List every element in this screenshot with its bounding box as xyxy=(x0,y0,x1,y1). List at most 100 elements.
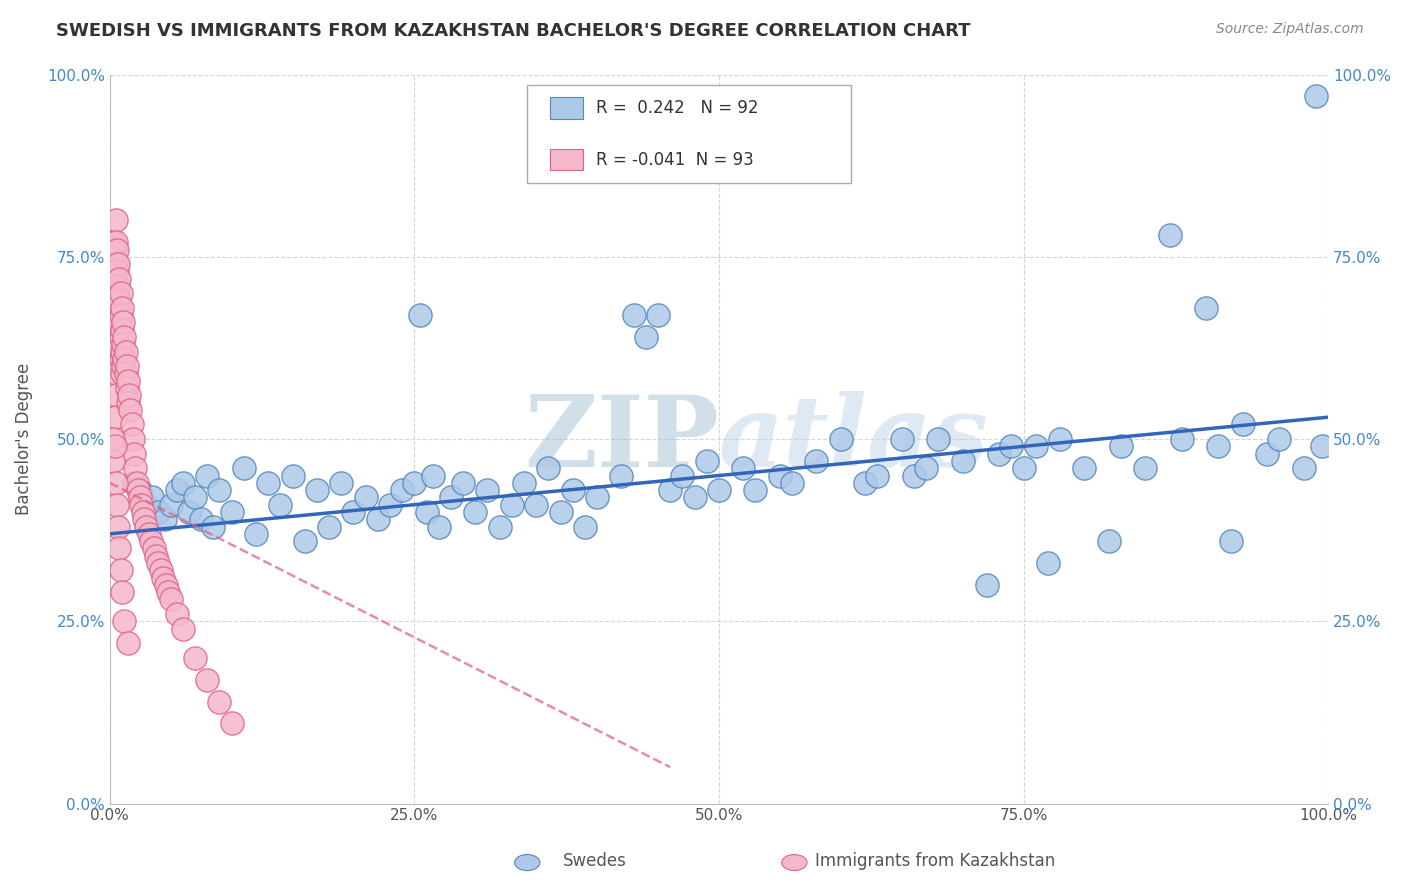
Point xyxy=(112,615,135,629)
Point xyxy=(524,498,547,512)
Point xyxy=(988,447,1011,461)
Point xyxy=(257,475,280,490)
Point xyxy=(166,607,188,621)
Point xyxy=(1159,227,1181,242)
Point xyxy=(110,351,132,366)
Point xyxy=(550,505,572,519)
Point xyxy=(108,337,131,351)
Point xyxy=(159,592,181,607)
Point xyxy=(112,337,135,351)
Point xyxy=(131,505,153,519)
Point xyxy=(148,505,170,519)
Point xyxy=(172,622,194,636)
Point xyxy=(1292,461,1315,475)
Point xyxy=(104,439,127,453)
Point xyxy=(141,491,163,505)
Point xyxy=(586,491,609,505)
Point xyxy=(112,351,135,366)
Point xyxy=(451,475,474,490)
Text: SWEDISH VS IMMIGRANTS FROM KAZAKHSTAN BACHELOR'S DEGREE CORRELATION CHART: SWEDISH VS IMMIGRANTS FROM KAZAKHSTAN BA… xyxy=(56,22,970,40)
Point xyxy=(107,301,129,315)
Point xyxy=(124,461,146,475)
Point xyxy=(330,475,353,490)
Point xyxy=(354,491,377,505)
Point xyxy=(141,534,163,549)
Point xyxy=(1012,461,1035,475)
Point xyxy=(107,257,129,271)
Point xyxy=(696,454,718,468)
Point xyxy=(114,344,136,359)
Point xyxy=(342,505,364,519)
Point xyxy=(1036,556,1059,570)
Point xyxy=(378,498,401,512)
Point xyxy=(121,417,143,432)
Point xyxy=(111,344,134,359)
Point xyxy=(104,323,127,337)
Point xyxy=(125,475,148,490)
Point xyxy=(221,716,243,731)
Point xyxy=(110,563,132,577)
Point xyxy=(659,483,682,497)
Point xyxy=(117,374,139,388)
Point xyxy=(115,381,138,395)
Point xyxy=(122,447,145,461)
Point xyxy=(1268,432,1291,446)
Point xyxy=(1305,89,1327,103)
Point xyxy=(1073,461,1095,475)
Point xyxy=(111,585,134,599)
Point xyxy=(537,461,560,475)
Point xyxy=(1000,439,1022,453)
Point xyxy=(131,498,153,512)
Point xyxy=(149,563,172,577)
Point xyxy=(108,293,131,308)
Text: R =  0.242   N = 92: R = 0.242 N = 92 xyxy=(596,99,759,117)
Point xyxy=(769,468,792,483)
Point xyxy=(104,257,127,271)
Point xyxy=(105,243,128,257)
Text: ZIP: ZIP xyxy=(524,391,718,488)
Point xyxy=(129,491,152,505)
Point xyxy=(108,271,131,285)
Point xyxy=(112,315,135,329)
Point xyxy=(103,286,125,301)
Point xyxy=(440,491,463,505)
Point xyxy=(294,534,316,549)
Point xyxy=(127,483,149,497)
Point xyxy=(976,578,998,592)
Point xyxy=(172,475,194,490)
Point xyxy=(501,498,523,512)
Point xyxy=(117,636,139,650)
Point xyxy=(184,491,207,505)
Point xyxy=(806,454,828,468)
Point xyxy=(1232,417,1254,432)
Point xyxy=(391,483,413,497)
Point xyxy=(1098,534,1121,549)
Point xyxy=(221,505,243,519)
Point xyxy=(114,367,136,381)
Point xyxy=(122,432,145,446)
Point xyxy=(1109,439,1132,453)
Point xyxy=(561,483,583,497)
Point xyxy=(683,491,706,505)
Point xyxy=(108,315,131,329)
Point xyxy=(142,541,165,556)
Point xyxy=(1256,447,1278,461)
Point xyxy=(107,323,129,337)
Point xyxy=(1219,534,1241,549)
Point xyxy=(780,475,803,490)
Point xyxy=(318,519,340,533)
Point xyxy=(1208,439,1230,453)
Point xyxy=(830,432,852,446)
Point xyxy=(103,301,125,315)
Point xyxy=(1135,461,1157,475)
Point xyxy=(103,432,125,446)
Point xyxy=(623,308,645,322)
Point xyxy=(952,454,974,468)
Point xyxy=(927,432,949,446)
Point xyxy=(190,512,212,526)
Point xyxy=(107,519,129,533)
Point xyxy=(152,571,174,585)
Point xyxy=(574,519,596,533)
Text: Source: ZipAtlas.com: Source: ZipAtlas.com xyxy=(1216,22,1364,37)
Point xyxy=(107,344,129,359)
